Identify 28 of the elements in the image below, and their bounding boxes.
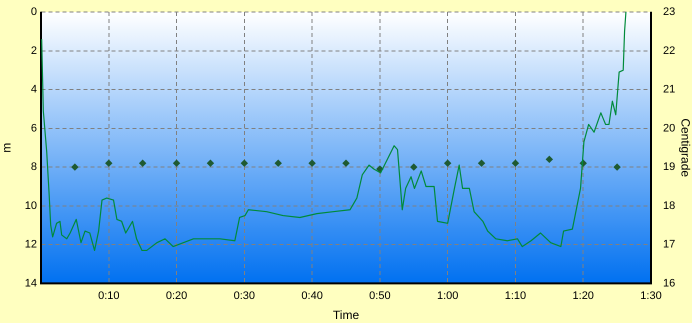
y2-tick-label: 18 <box>663 200 676 212</box>
y-tick-label: 8 <box>30 161 37 174</box>
y2-tick-label: 17 <box>663 238 676 251</box>
y2-tick-label: 22 <box>663 44 676 57</box>
x-tick-label: 1:30 <box>640 290 662 302</box>
x-tick-label: 1:10 <box>504 290 526 302</box>
y2-tick-label: 21 <box>663 84 676 96</box>
x-tick-label: 1:00 <box>436 290 458 302</box>
x-tick-label: 0:50 <box>369 290 391 302</box>
x-tick-label: 0:20 <box>166 290 188 302</box>
y-tick-label: 10 <box>24 200 37 212</box>
y-tick-label: 14 <box>24 277 37 290</box>
y2-tick-label: 19 <box>663 161 676 174</box>
x-tick-label: 0:30 <box>234 290 256 302</box>
y2-tick-label: 16 <box>663 277 676 290</box>
y-tick-label: 2 <box>30 44 37 57</box>
x-tick-label: 1:20 <box>572 290 594 302</box>
y-tick-label: 6 <box>30 122 37 134</box>
x-tick-label: 0:10 <box>98 290 120 302</box>
y-axis-title: m <box>0 142 14 153</box>
y2-tick-label: 23 <box>663 6 676 18</box>
y-tick-label: 12 <box>24 238 37 251</box>
y-tick-label: 0 <box>30 6 37 18</box>
y-tick-label: 4 <box>30 84 37 96</box>
x-axis-title: Time <box>332 308 360 322</box>
x-tick-label: 0:40 <box>301 290 323 302</box>
y2-tick-label: 20 <box>663 122 676 134</box>
y2-axis-title: Centigrade <box>678 118 692 178</box>
